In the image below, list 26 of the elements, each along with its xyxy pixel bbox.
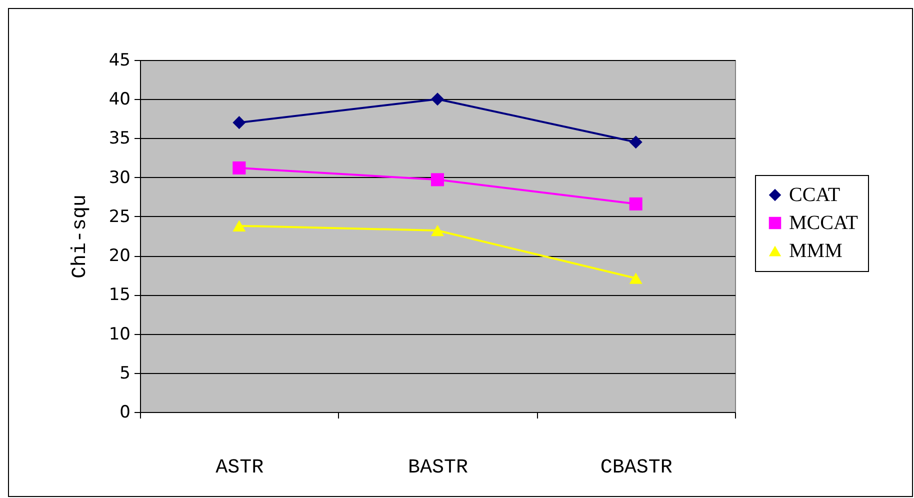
y-tick-label: 45 <box>108 50 130 70</box>
y-tick-label: 20 <box>108 246 130 266</box>
point <box>232 161 246 174</box>
point <box>232 116 246 130</box>
point <box>629 272 642 284</box>
point <box>629 136 642 149</box>
y-tick-label: 5 <box>120 363 130 384</box>
legend-label: MCCAT <box>789 212 858 234</box>
x-tick-label: ASTR <box>216 456 264 480</box>
y-tick-label: 40 <box>108 90 130 110</box>
y-tick-label: 15 <box>108 285 130 306</box>
x-tick-label: CBASTR <box>600 456 672 480</box>
y-tick-label: 0 <box>120 402 130 422</box>
point <box>629 197 642 210</box>
point <box>430 92 444 106</box>
point <box>430 224 444 236</box>
legend-label: CCAT <box>789 184 840 206</box>
y-tick-label: 30 <box>108 168 130 188</box>
x-tick-label: BASTR <box>408 456 468 480</box>
point <box>232 220 246 232</box>
y-axis-title: Chi-squ <box>68 194 92 279</box>
y-tick-label: 10 <box>108 324 130 344</box>
y-tick-label: 25 <box>108 206 130 227</box>
point <box>430 173 444 186</box>
y-tick-label: 35 <box>108 128 130 149</box>
legend-label: MMM <box>789 240 843 262</box>
